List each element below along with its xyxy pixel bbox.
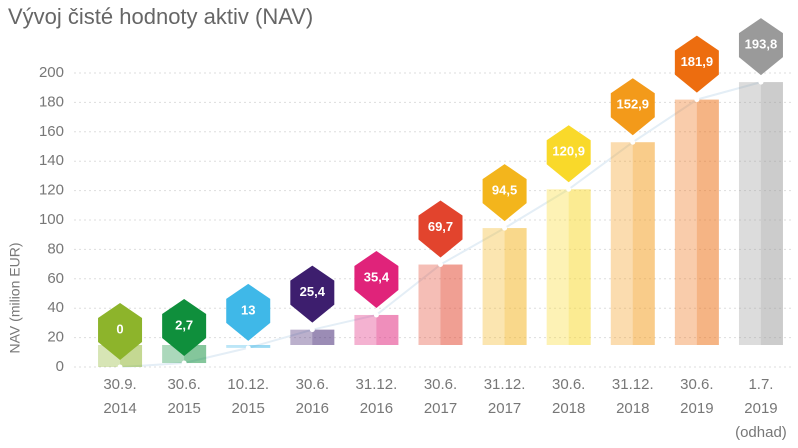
value-label: 94,5 [492, 183, 517, 198]
value-label: 152,9 [616, 97, 649, 112]
bar-shade [312, 330, 334, 345]
bar-shade [569, 189, 591, 345]
value-dot [438, 262, 443, 267]
value-dot [630, 140, 635, 145]
value-dot [246, 345, 251, 350]
value-label: 25,4 [300, 284, 326, 299]
value-dot [310, 327, 315, 332]
value-label: 120,9 [552, 144, 585, 159]
bar-shade [248, 345, 270, 348]
y-tick-label: 100 [39, 211, 64, 228]
value-dot [374, 312, 379, 317]
value-label: 193,8 [745, 37, 778, 52]
y-tick-label: 40 [47, 299, 64, 316]
y-tick-label: 140 [39, 152, 64, 169]
y-tick-label: 60 [47, 270, 64, 287]
value-dot [118, 365, 123, 370]
value-label: 69,7 [428, 219, 453, 234]
y-tick-label: 200 [39, 64, 64, 81]
bar-shade [441, 265, 463, 345]
bar-shade [376, 315, 398, 345]
value-dot [182, 361, 187, 366]
x-tick-label: 31.12.2016 [356, 376, 398, 417]
y-tick-label: 20 [47, 329, 64, 346]
y-tick-label: 180 [39, 93, 64, 110]
x-tick-label: 31.12.2018 [612, 376, 654, 417]
x-tick-label: 1.7.2019(odhad) [735, 376, 787, 441]
bar-shade [761, 82, 783, 345]
value-dot [566, 187, 571, 192]
x-tick-label: 30.9.2014 [103, 376, 136, 417]
value-label: 2,7 [175, 317, 193, 332]
y-tick-label: 120 [39, 182, 64, 199]
bar-shade [697, 100, 719, 345]
x-tick-label: 30.6.2017 [424, 376, 457, 417]
value-label: 181,9 [681, 54, 714, 69]
value-dot [694, 97, 699, 102]
x-tick-label: 30.6.2018 [552, 376, 585, 417]
y-axis-label: NAV (milion EUR) [7, 243, 23, 354]
bar-shade [633, 142, 655, 345]
value-dot [758, 80, 763, 85]
x-tick-label: 31.12.2017 [484, 376, 526, 417]
y-tick-label: 160 [39, 123, 64, 140]
value-label: 0 [116, 321, 123, 336]
x-tick-label: 30.6.2019 [680, 376, 713, 417]
chart-title: Vývoj čisté hodnoty aktiv (NAV) [8, 4, 313, 29]
value-label: 35,4 [364, 269, 390, 284]
x-tick-label: 30.6.2015 [167, 376, 200, 417]
value-label: 13 [241, 302, 255, 317]
bar-shade [505, 228, 527, 345]
y-tick-label: 80 [47, 240, 64, 257]
x-tick-label: 30.6.2016 [296, 376, 329, 417]
value-dot [502, 226, 507, 231]
chart: Vývoj čisté hodnoty aktiv (NAV) NAV (mil… [0, 0, 798, 443]
x-tick-label: 10.12.2015 [227, 376, 269, 417]
y-tick-label: 0 [56, 358, 64, 375]
